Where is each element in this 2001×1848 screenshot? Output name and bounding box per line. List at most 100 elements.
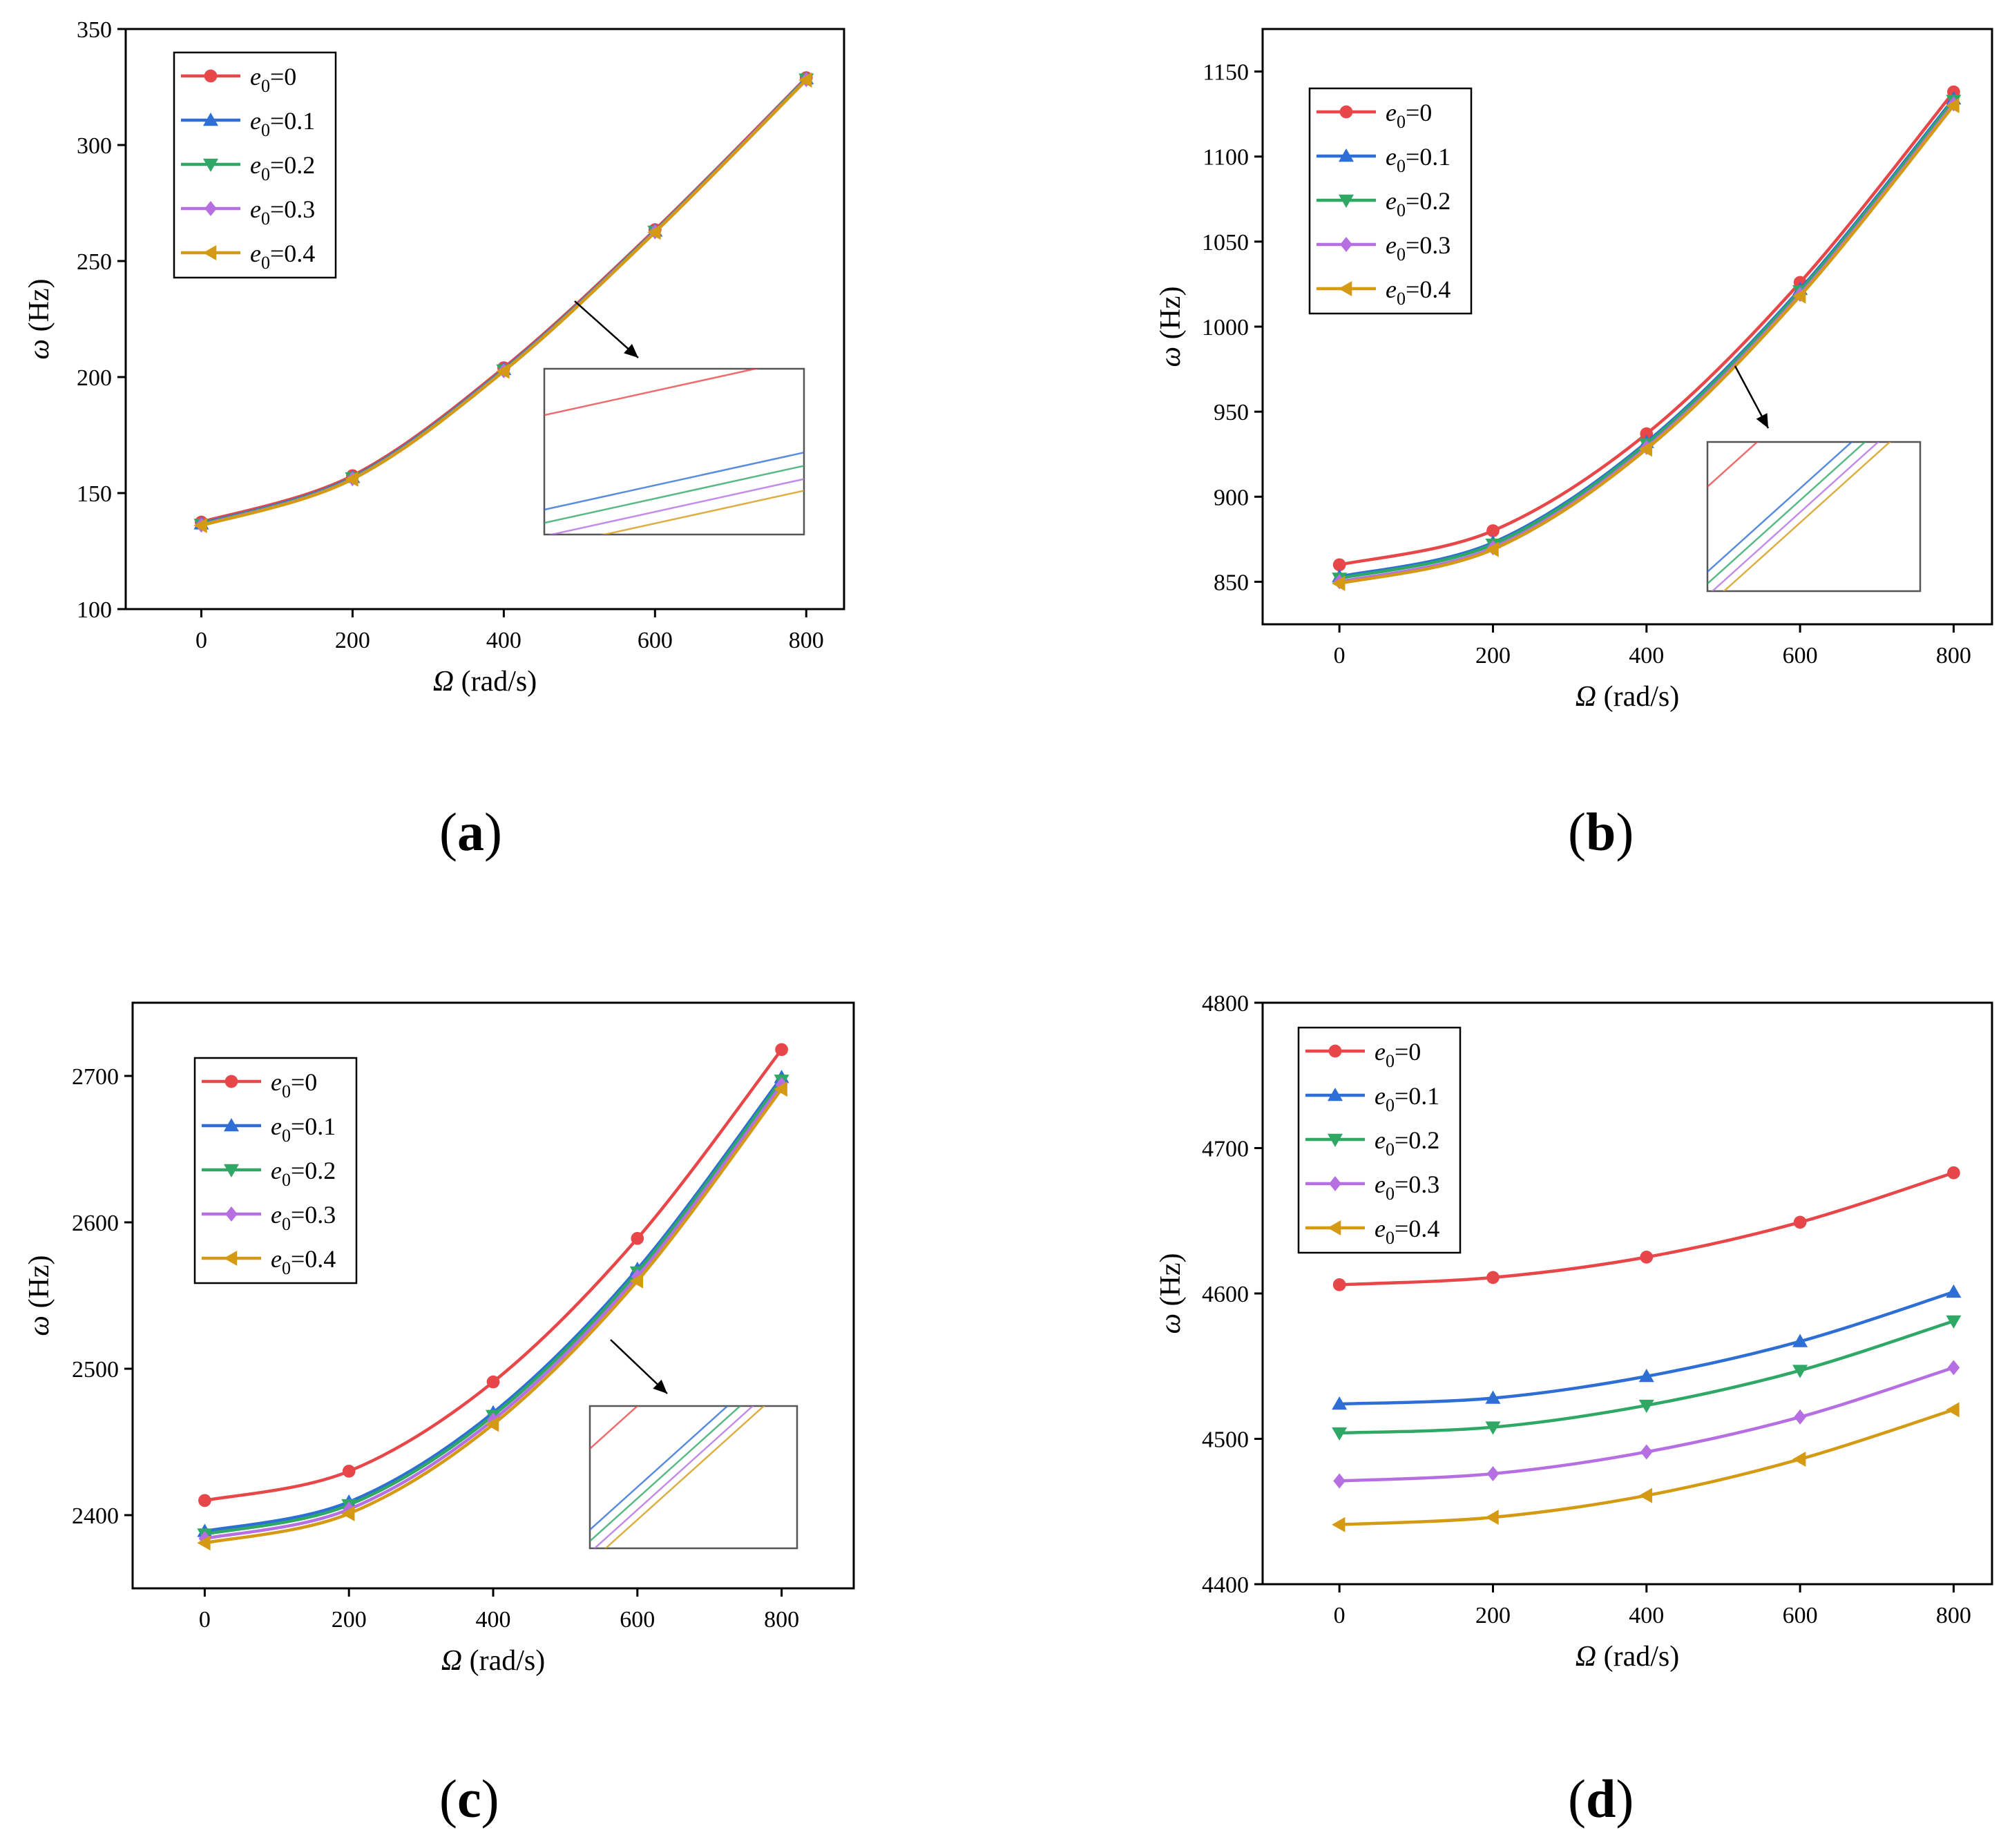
series-e0=0.1: [1332, 1284, 1962, 1410]
x-tick-label: 600: [638, 628, 673, 653]
data-point: [341, 1505, 355, 1521]
series-e0=0: [198, 1043, 788, 1508]
chart-b: 0 200 400 600 800 850 900 950 1000 1050 1100 1150 Ω …: [1155, 28, 1993, 713]
y-tick-label: 2400: [72, 1503, 119, 1529]
data-point: [1332, 1427, 1348, 1441]
legend-marker: [203, 158, 218, 172]
data-point: [1486, 524, 1500, 537]
data-point: [1794, 1409, 1806, 1425]
zoom-inset: [588, 1405, 798, 1550]
y-tick-label: 1100: [1203, 145, 1249, 171]
data-point: [1946, 1402, 1960, 1418]
data-point: [197, 1535, 211, 1551]
legend-marker: [1339, 148, 1354, 162]
legend-marker: [225, 1206, 238, 1222]
y-tick-label: 2700: [72, 1064, 119, 1090]
x-tick-label: 600: [1783, 643, 1818, 668]
legend-marker: [224, 1251, 238, 1266]
legend-label: e0=0: [1386, 99, 1432, 132]
legend-label: e0=0.1: [1375, 1082, 1439, 1115]
caption-a: (a): [439, 802, 502, 862]
series-line: [204, 1048, 783, 1503]
x-axis-label: Ω (rad/s): [1576, 681, 1680, 713]
chart-panel-b: 0 200 400 600 800 850 900 950 1000 1050 1100 1150 Ω …: [1147, 0, 2001, 777]
x-tick-label: 800: [1936, 1603, 1971, 1628]
data-point: [1333, 1473, 1346, 1489]
caption-c: (c): [439, 1769, 499, 1829]
y-axis-label: ω (Hz): [23, 278, 55, 359]
legend-marker: [224, 1075, 238, 1088]
x-tick-label: 200: [1475, 1603, 1511, 1628]
inset-line: [548, 478, 804, 535]
legend-label: e0=0.4: [271, 1245, 336, 1278]
legend-marker: [204, 69, 218, 83]
legend-label: e0=0: [271, 1068, 317, 1101]
data-point: [1946, 1315, 1962, 1329]
y-tick-label: 350: [77, 17, 112, 43]
x-axis-label: Ω (rad/s): [1576, 1641, 1680, 1673]
chart-panel-a: 0 200 400 600 800 100 150 200 250 300 350 Ω (rad/s)…: [0, 0, 898, 777]
legend-label: e0=0.3: [250, 195, 315, 229]
data-point: [1485, 1390, 1501, 1404]
data-point: [1332, 1517, 1346, 1532]
x-tick-label: 0: [199, 1607, 211, 1633]
y-tick-label: 300: [77, 133, 112, 159]
series-line: [1339, 1290, 1955, 1406]
chart-panel-d: 0 200 400 600 800 4400 4500 4600 4700 4800 Ω (rad/…: [1147, 981, 2001, 1758]
legend-marker: [1339, 194, 1354, 208]
legend-marker: [1328, 1044, 1342, 1058]
data-point: [1486, 1271, 1500, 1284]
y-tick-label: 2500: [72, 1357, 119, 1383]
x-tick-label: 400: [476, 1607, 511, 1633]
inset-line: [604, 1406, 765, 1548]
x-tick-label: 200: [1475, 643, 1511, 668]
inset-line: [1711, 442, 1880, 591]
data-point: [1485, 541, 1499, 557]
legend: e0=0 e0=0.1 e0=0.2 e0=0.3 e0=0.4: [1297, 1026, 1462, 1254]
data-point: [1792, 1334, 1808, 1347]
data-point: [1332, 1396, 1348, 1410]
series-line: [1339, 104, 1955, 586]
y-axis-label: ω (Hz): [1155, 1253, 1187, 1334]
x-tick-label: 800: [1936, 643, 1971, 668]
data-point: [198, 1494, 211, 1508]
legend-label: e0=0: [250, 63, 296, 96]
legend: e0=0 e0=0.1 e0=0.2 e0=0.3 e0=0.4: [193, 1057, 358, 1284]
data-point: [1332, 558, 1346, 572]
data-point: [1638, 1399, 1654, 1414]
data-point: [1638, 1488, 1653, 1503]
x-tick-label: 400: [1629, 1603, 1664, 1628]
y-tick-label: 4500: [1202, 1427, 1249, 1453]
caption-b: (b): [1568, 802, 1634, 862]
inset-line: [1707, 442, 1759, 488]
y-tick-label: 200: [77, 365, 112, 391]
legend-marker: [1329, 1176, 1341, 1191]
inset-line: [590, 1406, 639, 1450]
chart-a: 0 200 400 600 800 100 150 200 250 300 350 Ω (rad/s)…: [23, 17, 845, 697]
x-tick-label: 400: [1629, 643, 1664, 668]
y-axis-label: ω (Hz): [1155, 286, 1187, 367]
y-tick-label: 4400: [1202, 1572, 1249, 1598]
legend-label: e0=0.3: [1375, 1171, 1439, 1204]
x-axis-label: Ω (rad/s): [433, 666, 537, 697]
data-point: [1638, 1368, 1654, 1383]
data-point: [1947, 1166, 1960, 1180]
data-point: [631, 1231, 644, 1245]
legend-label: e0=0.2: [250, 151, 315, 184]
y-axis-label: ω (Hz): [23, 1255, 55, 1336]
x-tick-label: 800: [789, 628, 824, 653]
legend-label: e0=0.4: [1386, 276, 1451, 309]
x-tick-label: 600: [620, 1607, 655, 1633]
legend-marker: [1340, 237, 1352, 252]
data-point: [775, 1043, 788, 1057]
data-point: [629, 1273, 644, 1289]
data-point: [1485, 1421, 1501, 1435]
data-point: [1792, 1451, 1806, 1467]
legend-marker: [203, 245, 217, 260]
legend-label: e0=0: [1375, 1038, 1421, 1071]
legend-marker: [203, 113, 218, 126]
y-tick-label: 4800: [1202, 991, 1249, 1017]
series-e0=0.2: [1332, 1315, 1962, 1441]
legend-label: e0=0.1: [250, 107, 315, 140]
chart-d: 0 200 400 600 800 4400 4500 4600 4700 4800 Ω (rad/…: [1155, 991, 1993, 1673]
